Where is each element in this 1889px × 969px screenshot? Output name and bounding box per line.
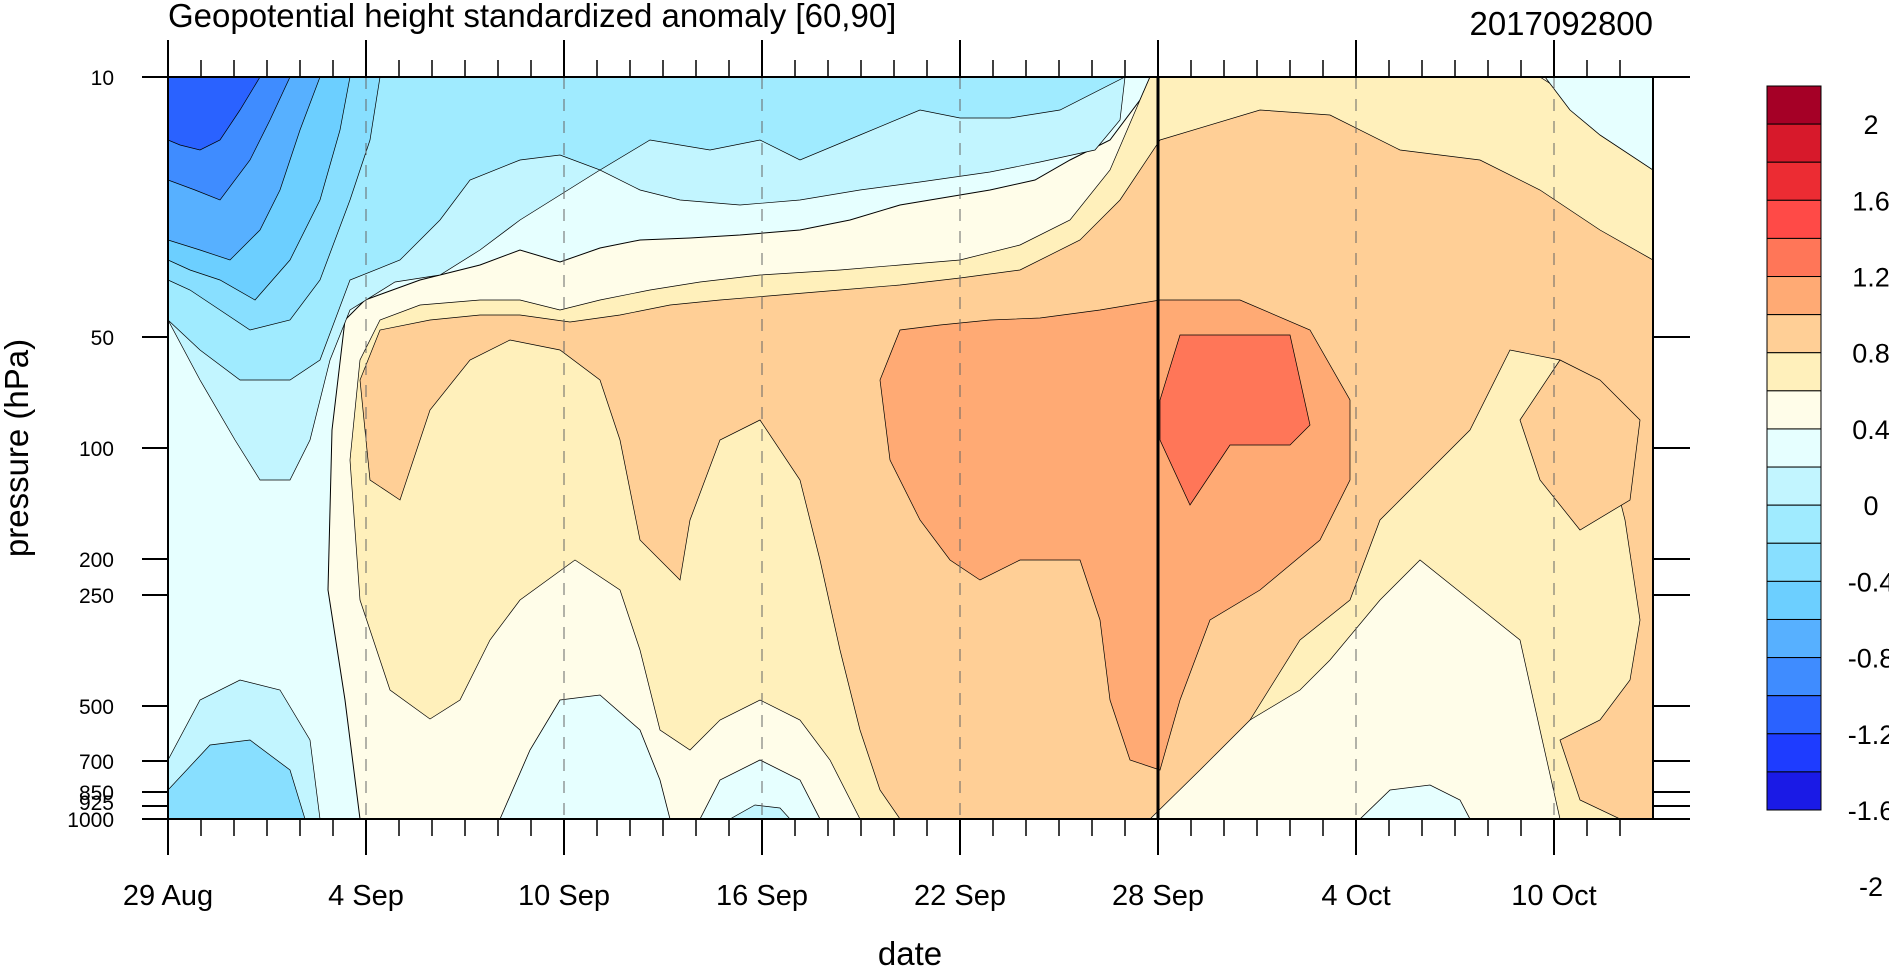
colorbar-swatch: [1766, 466, 1822, 506]
colorbar-label: 1.2: [1852, 263, 1889, 293]
y-tick-100: 100: [79, 438, 114, 461]
chart-date-label: 2017092800: [1469, 5, 1653, 42]
colorbar-swatch: [1766, 428, 1822, 468]
y-tick-700: 700: [79, 751, 114, 774]
colorbar-swatch: [1766, 85, 1822, 125]
colorbar-label: 0.4: [1852, 415, 1889, 445]
contour-fill: [168, 77, 1653, 819]
colorbar-swatch: [1766, 580, 1822, 620]
colorbar-label: -1.6: [1848, 796, 1889, 826]
colorbar-label: -2: [1859, 872, 1883, 902]
colorbar-label: 0.8: [1852, 339, 1889, 369]
y-tick-50: 50: [91, 327, 114, 350]
y-tick-10: 10: [91, 67, 114, 90]
y-tick-850: 850: [79, 782, 114, 805]
colorbar: 2 1.6 1.2 0.8 0.4 0 -0.4 -0.8 -1.2 -1.6 -2: [1766, 85, 1889, 902]
y-tick-925: 925: [79, 792, 114, 815]
x-tick-28sep: 28 Sep: [1112, 880, 1204, 912]
colorbar-label: 2: [1863, 110, 1878, 140]
colorbar-swatch: [1766, 695, 1822, 735]
colorbar-swatch: [1766, 161, 1822, 201]
colorbar-swatch: [1766, 504, 1822, 544]
colorbar-swatch: [1766, 237, 1822, 278]
x-tick-10oct: 10 Oct: [1511, 880, 1596, 912]
colorbar-swatch: [1766, 657, 1822, 697]
x-tick-16sep: 16 Sep: [716, 880, 808, 912]
y-tick-250: 250: [79, 585, 114, 608]
y-axis: 10 50 100 200 250 500 700 850 925 1000: [67, 67, 1690, 832]
colorbar-label: -0.4: [1848, 567, 1889, 597]
colorbar-label: 0: [1863, 491, 1878, 521]
x-tick-4oct: 4 Oct: [1321, 880, 1390, 912]
y-axis-title: pressure (hPa): [0, 339, 35, 557]
y-tick-500: 500: [79, 696, 114, 719]
x-tick-4sep: 4 Sep: [328, 880, 404, 912]
x-tick-29aug: 29 Aug: [123, 880, 213, 912]
x-axis-title: date: [878, 935, 942, 969]
y-tick-1000: 1000: [67, 809, 114, 832]
colorbar-swatch: [1766, 352, 1822, 392]
colorbar-swatch: [1766, 123, 1822, 163]
colorbar-label: -0.8: [1848, 644, 1889, 674]
x-gridlines: [365, 77, 1555, 819]
colorbar-swatch: [1766, 733, 1822, 773]
colorbar-swatch: [1766, 542, 1822, 582]
x-tick-10sep: 10 Sep: [518, 880, 610, 912]
colorbar-swatch: [1766, 618, 1822, 659]
colorbar-label: -1.2: [1848, 720, 1889, 750]
colorbar-swatch: [1766, 199, 1822, 239]
y-tick-200: 200: [79, 549, 114, 572]
colorbar-label: 1.6: [1852, 186, 1889, 216]
x-tick-22sep: 22 Sep: [914, 880, 1006, 912]
x-minor-ticks: [200, 60, 1621, 836]
chart-title: Geopotential height standardized anomaly…: [168, 0, 896, 34]
colorbar-swatch: [1766, 390, 1822, 430]
x-axis: 29 Aug 4 Sep 10 Sep 16 Sep 22 Sep 28 Sep…: [123, 40, 1597, 912]
colorbar-swatch: [1766, 314, 1822, 354]
colorbar-swatch: [1766, 276, 1822, 316]
colorbar-swatch: [1766, 771, 1822, 811]
